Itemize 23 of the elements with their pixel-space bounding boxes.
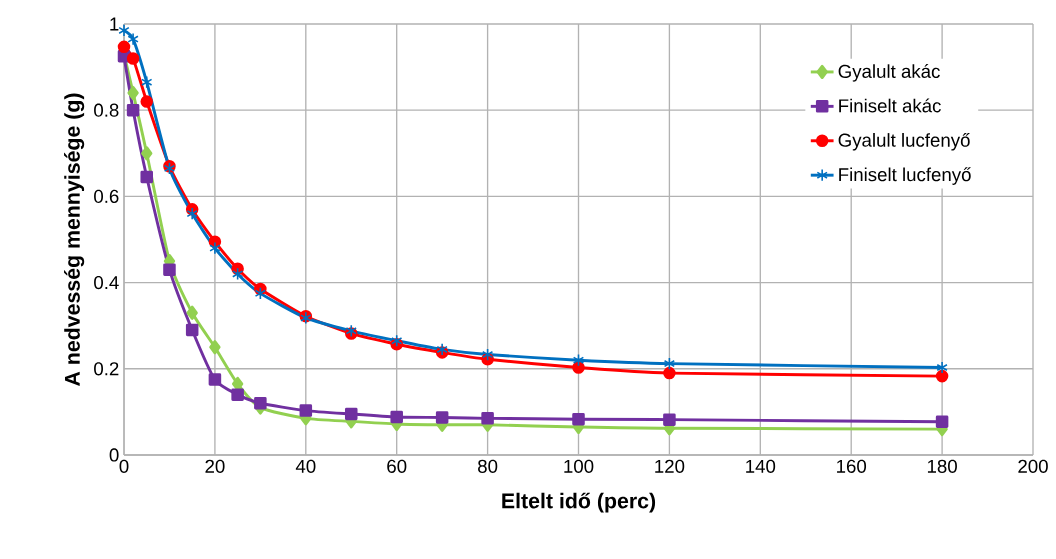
x-tick-label: 140 — [746, 459, 776, 473]
x-tick-label: 200 — [1018, 459, 1048, 473]
legend-label: Finiselt akác — [839, 98, 941, 113]
y-tick-label: 1 — [110, 17, 119, 31]
y-axis-title: A nedvesség mennyisége (g) — [64, 93, 85, 386]
x-tick-label: 120 — [655, 459, 685, 473]
legend-label: Finiselt lucfenyő — [839, 167, 971, 185]
x-tick-label: 60 — [387, 459, 407, 473]
x-tick-label: 160 — [837, 459, 867, 473]
x-tick-label: 180 — [927, 459, 957, 473]
x-axis-title: Eltelt idő (perc) — [502, 492, 656, 513]
y-tick-label: 0.6 — [94, 189, 119, 203]
y-tick-label: 0.4 — [94, 275, 119, 290]
x-tick-label: 100 — [564, 459, 594, 473]
x-tick-label: 40 — [295, 459, 316, 473]
y-tick-label: 0.2 — [94, 362, 119, 376]
y-tick-label: 0 — [109, 448, 119, 462]
legend-label: Gyalult lucfenyő — [838, 132, 970, 151]
x-tick-label: 20 — [205, 459, 225, 473]
y-tick-label: 0.8 — [94, 103, 119, 117]
x-tick-label: 80 — [478, 459, 498, 473]
x-tick-label: 0 — [119, 459, 129, 473]
legend-label: Gyalult akác — [838, 64, 940, 82]
